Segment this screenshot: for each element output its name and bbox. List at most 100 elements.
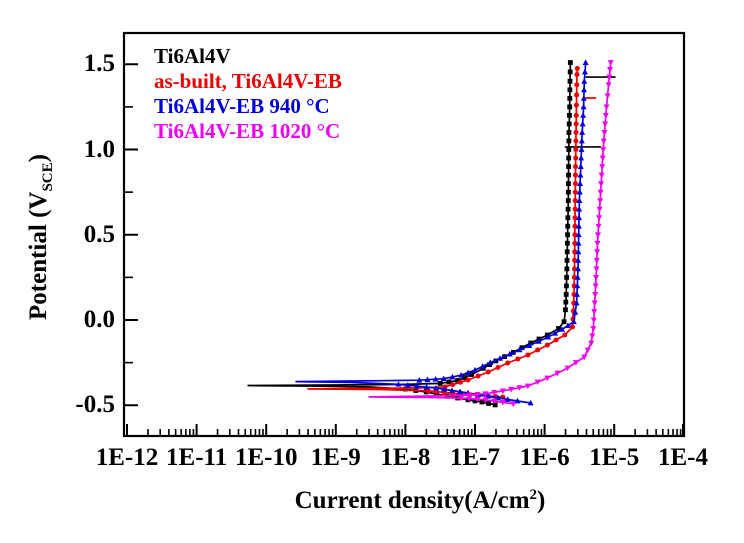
x-tick-label: 1E-8 (380, 444, 431, 471)
data-marker (572, 223, 578, 229)
x-tick-label: 1E-10 (234, 444, 298, 471)
data-marker (574, 66, 580, 72)
data-marker (499, 399, 506, 406)
data-marker (441, 386, 448, 392)
data-marker (565, 215, 571, 221)
data-marker (577, 171, 584, 178)
data-marker (449, 387, 456, 393)
data-marker (599, 164, 606, 170)
data-marker (597, 189, 604, 196)
data-marker (604, 93, 611, 99)
legend-item-4: Ti6Al4V-EB 1020 °C (154, 119, 341, 143)
x-tick-label: 1E-6 (519, 444, 570, 471)
data-marker (581, 78, 588, 84)
data-marker (590, 317, 597, 324)
data-marker (607, 66, 614, 73)
data-marker (472, 398, 478, 404)
data-marker (563, 292, 569, 297)
data-marker (515, 356, 521, 362)
data-marker (579, 120, 586, 127)
data-marker (581, 86, 588, 93)
data-marker (505, 360, 511, 366)
data-marker (564, 365, 571, 372)
data-marker (395, 381, 402, 387)
data-marker (598, 181, 605, 187)
data-marker (544, 375, 551, 382)
data-marker (552, 330, 559, 336)
data-marker (437, 381, 443, 386)
data-marker (465, 369, 472, 376)
data-marker (534, 379, 541, 386)
data-marker (581, 68, 588, 75)
data-marker (579, 129, 586, 135)
data-marker (567, 69, 573, 75)
data-marker (576, 197, 583, 204)
chart-legend: Ti6Al4V as-built, Ti6Al4V-EB Ti6Al4V-EB 94… (154, 44, 342, 144)
data-marker (567, 104, 573, 110)
data-marker (578, 146, 585, 152)
data-marker (600, 147, 607, 153)
data-marker (565, 189, 571, 195)
data-marker (593, 274, 600, 281)
data-marker (487, 359, 494, 366)
data-marker (573, 138, 579, 144)
data-marker (572, 206, 578, 212)
data-marker (528, 340, 534, 346)
plot-frame (122, 31, 686, 438)
data-marker (535, 338, 542, 344)
data-marker (602, 121, 609, 128)
data-marker (561, 319, 567, 325)
data-marker (596, 206, 603, 213)
data-marker (595, 223, 602, 230)
data-marker (599, 155, 606, 162)
data-marker (556, 326, 561, 331)
data-marker (574, 282, 581, 289)
data-marker (466, 392, 473, 399)
data-marker (572, 189, 578, 195)
data-marker (567, 60, 573, 65)
x-axis-title: Current density(A/cm2) (295, 487, 546, 515)
data-marker (606, 74, 613, 81)
data-marker (446, 379, 452, 385)
data-marker (576, 205, 583, 212)
data-marker (479, 363, 486, 369)
data-marker (475, 373, 481, 379)
data-marker (565, 223, 571, 229)
data-marker (572, 181, 578, 187)
data-marker (566, 130, 572, 135)
data-marker (572, 360, 579, 366)
data-marker (404, 382, 411, 388)
data-marker (577, 163, 584, 169)
data-marker (432, 375, 439, 382)
data-marker (576, 188, 583, 195)
data-marker (544, 342, 550, 348)
data-marker (580, 112, 587, 118)
data-marker (553, 337, 559, 343)
data-marker (574, 71, 580, 77)
data-marker (564, 240, 570, 246)
data-marker (491, 389, 498, 396)
data-marker (566, 147, 572, 152)
data-marker (564, 283, 569, 289)
y-tick-label: 1.5 (83, 50, 115, 78)
data-marker (425, 388, 431, 394)
data-marker (581, 354, 588, 361)
data-marker (582, 59, 589, 65)
data-marker (600, 138, 607, 145)
legend-item-2: as-built, Ti6Al4V-EB (154, 69, 342, 93)
x-tick-label: 1E-4 (658, 444, 708, 471)
data-marker (602, 113, 609, 119)
data-marker (465, 377, 471, 383)
y-axis-title-subscript: SCE (40, 162, 56, 192)
data-marker (455, 378, 460, 383)
data-marker (601, 130, 608, 136)
data-marker (564, 257, 570, 263)
data-marker (573, 147, 579, 152)
data-marker (573, 102, 579, 108)
data-marker (593, 266, 600, 273)
data-marker (474, 396, 481, 403)
data-marker (492, 402, 498, 408)
data-marker (588, 340, 595, 347)
x-tick-label: 1E-12 (95, 444, 159, 471)
data-marker (566, 164, 572, 169)
